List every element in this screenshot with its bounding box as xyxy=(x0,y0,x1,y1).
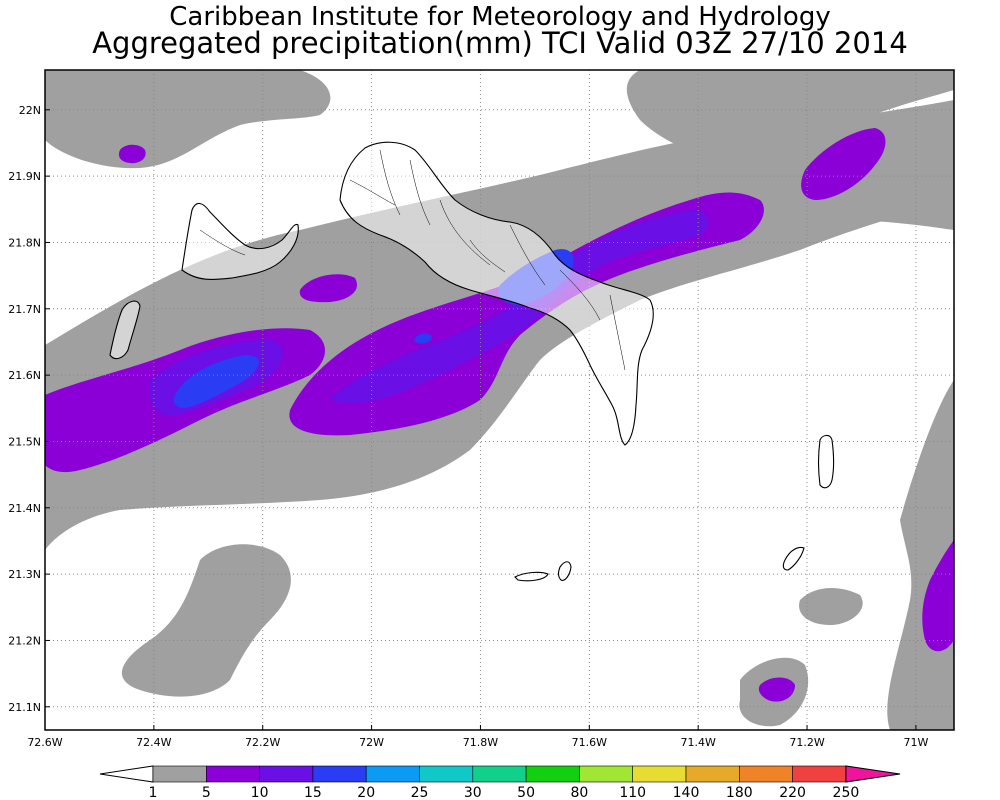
island-cay-2 xyxy=(558,561,572,581)
legend-threshold-label: 5 xyxy=(202,785,211,800)
legend-threshold-label: 15 xyxy=(304,785,322,800)
lon-tick-label: 71.4W xyxy=(680,736,715,749)
island-salt-cay xyxy=(782,546,805,571)
legend-threshold-label: 220 xyxy=(779,785,806,800)
legend-threshold-label: 80 xyxy=(570,785,588,800)
legend-swatch xyxy=(206,765,260,783)
legend-swatch xyxy=(792,765,847,783)
lon-tick-label: 71W xyxy=(903,736,928,749)
legend-swatch xyxy=(525,765,580,783)
lat-tick-label: 21.5N xyxy=(8,435,41,448)
gray-region-top-right xyxy=(626,70,954,160)
lat-tick-label: 21.8N xyxy=(8,236,41,249)
purple-region-top-right-blob xyxy=(801,128,886,200)
legend-swatch-above-max xyxy=(845,765,901,783)
legend-threshold-label: 180 xyxy=(726,785,753,800)
gray-region-bottom-left xyxy=(121,544,291,697)
lon-tick-label: 71.8W xyxy=(463,736,498,749)
lat-tick-label: 21.3N xyxy=(8,568,41,581)
lat-tick-label: 21.2N xyxy=(8,634,41,647)
gray-region-right-bottom xyxy=(799,588,863,625)
purple-region-small-blob xyxy=(299,274,358,303)
legend-swatch-below-min xyxy=(99,765,154,783)
lat-tick-label: 21.1N xyxy=(8,701,41,714)
island-providenciales xyxy=(181,202,299,281)
legend-swatch xyxy=(312,765,367,783)
lat-tick-label: 21.4N xyxy=(8,502,41,515)
legend-threshold-label: 10 xyxy=(251,785,269,800)
district-border-9 xyxy=(469,239,506,273)
district-border-3 xyxy=(439,199,491,266)
legend-threshold-label: 30 xyxy=(464,785,482,800)
legend-swatch xyxy=(685,765,740,783)
legend-colorbar: 1 5 10 15 20 25 30 50 80 110 140 180 220 250 xyxy=(99,765,901,800)
legend-swatch xyxy=(365,765,420,783)
island-west-caicos-strip xyxy=(109,300,141,360)
legend-swatch xyxy=(579,765,634,783)
chart-title: Caribbean Institute for Meteorology and … xyxy=(169,2,831,32)
lat-tick-label: 21.6N xyxy=(8,369,41,382)
district-border-4 xyxy=(509,224,546,286)
lon-tick-label: 72.2W xyxy=(245,736,280,749)
legend-swatch xyxy=(259,765,314,783)
precipitation-field xyxy=(45,70,954,730)
gray-region-top-left xyxy=(45,70,331,169)
purple-region-right-edge xyxy=(922,540,954,652)
purple-region-top-left-blob xyxy=(118,144,146,164)
district-border-2 xyxy=(409,159,431,226)
longitude-axis: 72.6W 72.4W 72.2W 72W 71.8W 71.6W 71.4W 71.2W 71… xyxy=(27,725,928,749)
lat-tick-label: 21.9N xyxy=(8,170,41,183)
plot-frame xyxy=(44,69,955,731)
purple-region-left-edge xyxy=(45,410,61,465)
legend-swatch xyxy=(472,765,527,783)
violet-region-center xyxy=(330,210,709,404)
district-border-8 xyxy=(199,229,246,256)
district-border-5 xyxy=(559,269,601,321)
district-borders xyxy=(199,149,626,371)
gray-region-right-mid xyxy=(788,128,954,230)
legend-threshold-label: 250 xyxy=(833,785,860,800)
legend-swatch xyxy=(152,765,207,783)
island-grand-turk xyxy=(817,434,835,489)
latitude-axis: 22N 21.9N 21.8N 21.7N 21.6N 21.5N 21.4N 21.3N 21… xyxy=(8,104,50,714)
gray-region-left-edge xyxy=(45,470,65,545)
lon-tick-label: 72.6W xyxy=(27,736,62,749)
lon-tick-label: 71.2W xyxy=(789,736,824,749)
coastlines xyxy=(109,141,835,582)
island-cay-1 xyxy=(514,571,549,582)
legend-threshold-label: 50 xyxy=(517,785,535,800)
legend-threshold-label: 1 xyxy=(149,785,158,800)
purple-region-bottom-right-blob xyxy=(758,677,795,702)
chart-subtitle: Aggregated precipitation(mm) TCI Valid 0… xyxy=(92,26,908,60)
legend-threshold-label: 140 xyxy=(673,785,700,800)
district-border-1 xyxy=(379,149,401,216)
lon-tick-label: 71.6W xyxy=(572,736,607,749)
blue-region-left xyxy=(173,355,259,408)
legend-threshold-label: 25 xyxy=(411,785,429,800)
lat-tick-label: 21.7N xyxy=(8,303,41,316)
legend-swatch xyxy=(419,765,474,783)
legend-swatch xyxy=(738,765,793,783)
lat-tick-label: 22N xyxy=(19,104,41,117)
district-border-6 xyxy=(609,294,626,371)
legend-swatch xyxy=(632,765,687,783)
blue-region-small xyxy=(414,333,432,344)
district-border-7 xyxy=(349,179,396,206)
island-caicos-main xyxy=(339,141,654,446)
lon-tick-label: 72W xyxy=(359,736,384,749)
legend-threshold-label: 110 xyxy=(619,785,646,800)
legend-threshold-label: 20 xyxy=(357,785,375,800)
lon-tick-label: 72.4W xyxy=(136,736,171,749)
